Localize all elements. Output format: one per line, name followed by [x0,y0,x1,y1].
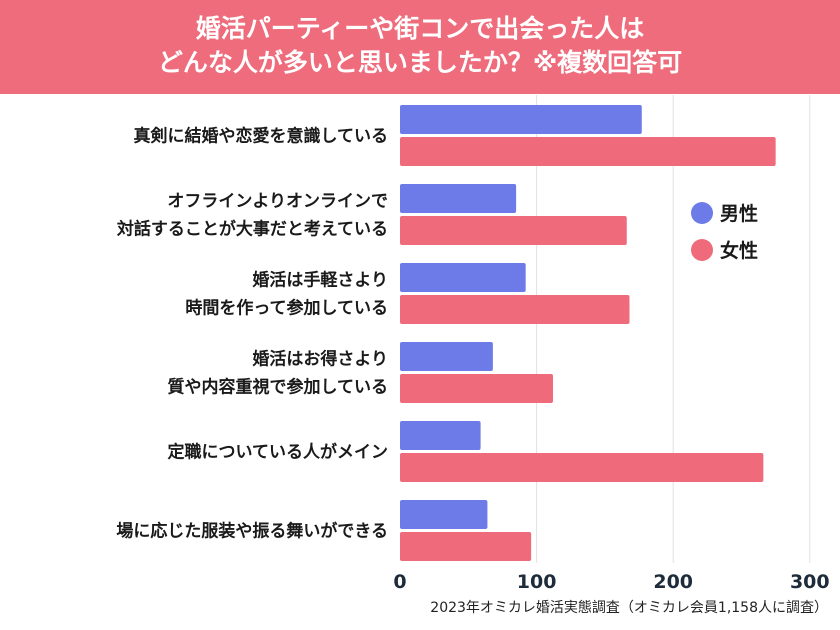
bar-female [400,216,627,245]
category-label: 時間を作って参加している [185,298,388,319]
category-label: 定職についている人がメイン [168,442,389,463]
title-line-1: 婚活パーティーや街コンで出会った人は [195,14,645,43]
bar-male [400,342,493,371]
bar-female [400,532,532,561]
title-banner: 婚活パーティーや街コンで出会った人は どんな人が多いと思いましたか？※複数回答可 [0,0,840,94]
legend-marker-male [691,202,713,224]
bar-female [400,453,764,482]
bar-female [400,295,630,324]
category-label: 婚活はお得さより [252,349,388,370]
bar-male [400,184,517,213]
x-tick-label: 200 [653,571,693,593]
legend-label: 女性 [720,239,758,262]
source-note: 2023年オミカレ婚活実態調査（オミカレ会員1,158人に調査） [430,600,828,616]
title-line-2: どんな人が多いと思いましたか？※複数回答可 [157,48,683,77]
legend-label: 男性 [720,202,758,225]
x-tick-label: 100 [517,571,557,593]
bar-male [400,500,488,529]
bar-male [400,105,642,134]
category-label: 質や内容重視で参加している [168,377,389,398]
category-label: 場に応じた服装や振る舞いができる [116,521,388,542]
x-tick-label: 300 [790,571,830,593]
category-label: オフラインよりオンラインで [167,192,388,212]
bar-female [400,374,553,403]
category-label: 対話することが大事だと考えている [116,219,388,240]
category-label: 真剣に結婚や恋愛を意識している [134,126,389,147]
x-tick-label: 0 [393,571,406,593]
bar-female [400,137,776,166]
bar-male [400,263,526,292]
category-label: 婚活は手軽さより [252,270,388,291]
legend-marker-female [691,239,713,261]
bar-male [400,421,481,450]
